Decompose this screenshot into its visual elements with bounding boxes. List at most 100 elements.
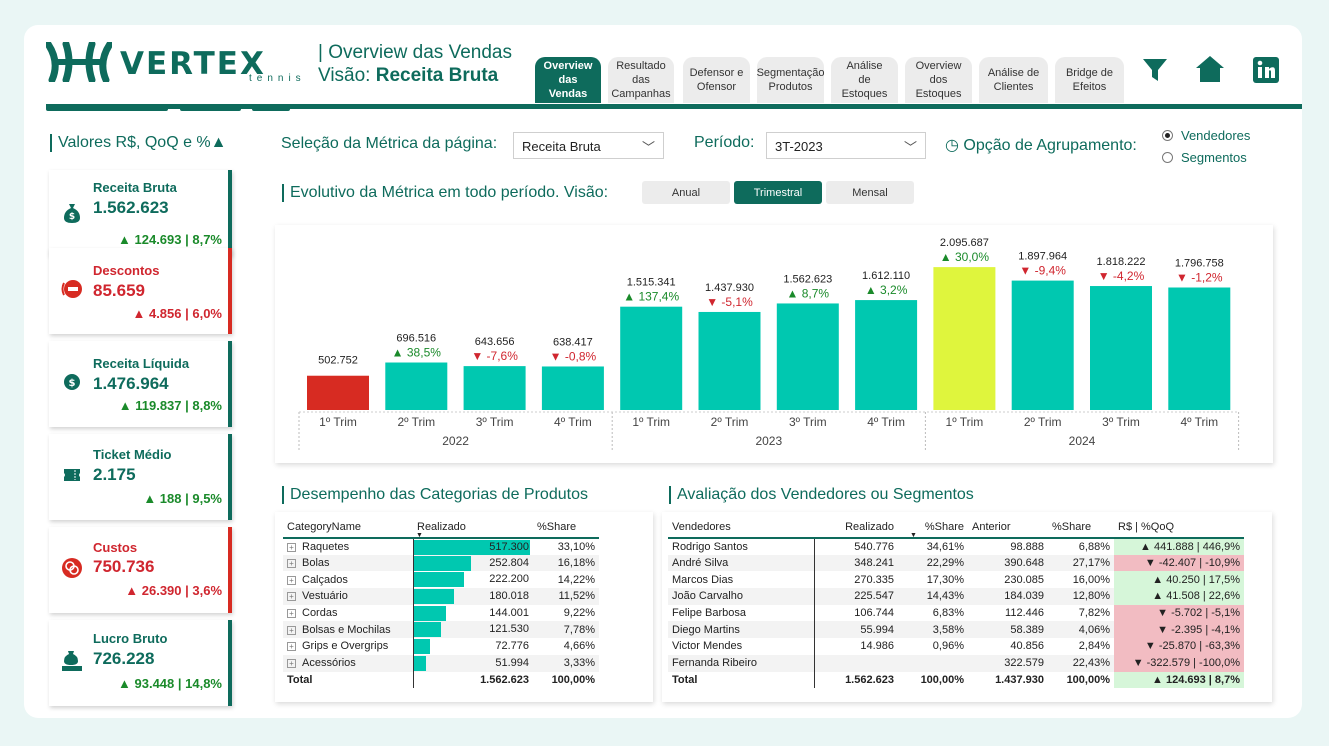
col-header[interactable]: CategoryName bbox=[287, 520, 361, 533]
home-icon[interactable] bbox=[1195, 55, 1225, 88]
category-name: Calçados bbox=[302, 573, 348, 586]
table-row[interactable]: + Raquetes 517.300 33,10% bbox=[283, 538, 599, 555]
radio-dot-selected bbox=[1162, 130, 1173, 141]
tab-overview-estoques[interactable]: Overview dos Estoques bbox=[905, 57, 972, 103]
col-header[interactable]: %Share bbox=[1052, 520, 1092, 533]
total-row: Total 1.562.623 100,00% 1.437.930 100,00% ▲ 1… bbox=[668, 671, 1244, 689]
bar[interactable] bbox=[385, 362, 448, 410]
bar[interactable] bbox=[463, 366, 526, 410]
value-label: 2.095.687 bbox=[940, 237, 989, 249]
table-row[interactable]: Fernanda Ribeiro 322.579 22,43% ▼ -322.579 … bbox=[668, 654, 1244, 672]
table-row[interactable]: + Acessórios 51.994 3,33% bbox=[283, 654, 599, 672]
bar[interactable] bbox=[1168, 287, 1231, 410]
bar[interactable] bbox=[855, 300, 918, 410]
sellers-panel: Vendedores Realizado %Share ▼ Anterior %S… bbox=[662, 512, 1272, 702]
table-row[interactable]: Rodrigo Santos 540.776 34,61% 98.888 6,88% ▲ … bbox=[668, 538, 1244, 555]
table-row[interactable]: Felipe Barbosa 106.744 6,83% 112.446 7,82% ▼ … bbox=[668, 604, 1244, 622]
variation-label: ▲ 8,7% bbox=[787, 286, 830, 300]
col-header[interactable]: R$ | %QoQ bbox=[1118, 520, 1175, 533]
col-header[interactable]: Realizado ▼ bbox=[413, 516, 533, 540]
bar[interactable] bbox=[698, 311, 761, 410]
kpi-card-receita-liquida: $ Receita Líquida 1.476.964 ▲ 119.837 | … bbox=[49, 341, 232, 427]
tab-segmentacao-produtos[interactable]: Segmentação Produtos bbox=[757, 57, 824, 103]
period-select[interactable]: 3T-2023 ﹀ bbox=[766, 132, 926, 159]
view-anual-button[interactable]: Anual bbox=[642, 181, 730, 204]
table-row[interactable]: Marcos Dias 270.335 17,30% 230.085 16,00% ▲ 4… bbox=[668, 571, 1244, 589]
metric-select[interactable]: Receita Bruta ﹀ bbox=[513, 132, 664, 159]
bar[interactable] bbox=[307, 375, 369, 410]
data-bar bbox=[413, 572, 464, 588]
x-group-label: 2023 bbox=[755, 434, 782, 448]
categories-panel: CategoryName Realizado ▼ %Share + Raquetes… bbox=[275, 512, 653, 702]
kpi-label: Custos bbox=[93, 540, 138, 555]
bar[interactable] bbox=[620, 306, 683, 410]
data-bar bbox=[413, 605, 446, 621]
col-header[interactable]: %Share ▼ bbox=[898, 516, 968, 540]
kpi-card-receita-bruta: $ Receita Bruta 1.562.623 ▲ 124.693 | 8,… bbox=[49, 170, 232, 256]
col-header[interactable]: Anterior bbox=[972, 520, 1011, 533]
x-tick-label: 3º Trim bbox=[789, 415, 827, 429]
page-title: | Overview das Vendas Visão: Receita Bru… bbox=[318, 41, 512, 87]
linkedin-icon[interactable] bbox=[1253, 57, 1279, 88]
table-row[interactable]: + Bolas 252.804 16,18% bbox=[283, 554, 599, 572]
col-header[interactable]: %Share bbox=[537, 520, 577, 533]
category-name-cell: + Bolas bbox=[283, 555, 413, 572]
x-tick-label: 1º Trim bbox=[946, 415, 984, 429]
expand-icon[interactable]: + bbox=[287, 542, 296, 552]
kpi-value: 1.476.964 bbox=[93, 374, 169, 393]
table-row[interactable]: + Calçados 222.200 14,22% bbox=[283, 571, 599, 589]
prev-share-cell: 4,06% bbox=[1078, 623, 1110, 636]
col-header[interactable]: Realizado bbox=[845, 520, 894, 533]
tab-resultado-campanhas[interactable]: Resultado das Campanhas bbox=[608, 57, 674, 103]
expand-icon[interactable]: + bbox=[287, 625, 296, 635]
evolution-chart-panel: 502.752 1º Trim ▲ 38,5% 696.516 2º Trim ▼ -7,… bbox=[275, 225, 1273, 463]
tab-overview-vendas[interactable]: Overview das Vendas bbox=[535, 57, 601, 103]
expand-icon[interactable]: + bbox=[287, 575, 296, 585]
radio-segmentos[interactable]: Segmentos bbox=[1162, 150, 1247, 165]
total-share: 100,00% bbox=[551, 673, 595, 686]
expand-icon[interactable]: + bbox=[287, 659, 296, 669]
table-row[interactable]: Victor Mendes 14.986 0,96% 40.856 2,84% ▼ -25… bbox=[668, 638, 1244, 655]
tab-defensor-ofensor[interactable]: Defensor e Ofensor bbox=[683, 57, 750, 103]
table-row[interactable]: Diego Martins 55.994 3,58% 58.389 4,06% ▼ -2.… bbox=[668, 621, 1244, 639]
category-name-cell: + Cordas bbox=[283, 605, 413, 622]
kpi-variation: ▲ 124.693 | 8,7% bbox=[118, 232, 222, 247]
expand-icon[interactable]: + bbox=[287, 559, 296, 569]
bar[interactable] bbox=[541, 366, 604, 410]
category-name-cell: + Calçados bbox=[283, 571, 413, 588]
coins-icon bbox=[61, 557, 83, 579]
bar[interactable] bbox=[1011, 280, 1074, 410]
anterior-cell: 40.856 bbox=[1010, 640, 1044, 653]
expand-icon[interactable]: + bbox=[287, 592, 296, 602]
filter-icon[interactable] bbox=[1142, 57, 1168, 88]
tab-bridge-efeitos[interactable]: Bridge de Efeitos bbox=[1055, 57, 1124, 103]
qoq-cell: ▲ 441.888 | 446,9% bbox=[1114, 538, 1244, 555]
expand-icon[interactable]: + bbox=[287, 609, 296, 619]
radio-vendedores[interactable]: Vendedores bbox=[1162, 128, 1250, 143]
bar[interactable] bbox=[776, 303, 839, 410]
col-header[interactable]: Vendedores bbox=[672, 520, 731, 533]
category-name: Bolas bbox=[302, 557, 330, 570]
kpi-label: Ticket Médio bbox=[93, 447, 172, 462]
anterior-cell: 98.888 bbox=[1010, 540, 1044, 553]
seller-name: Felipe Barbosa bbox=[668, 604, 815, 622]
table-row[interactable]: + Grips e Overgrips 72.776 4,66% bbox=[283, 638, 599, 655]
brand-sub: tennis bbox=[249, 73, 306, 84]
table-row[interactable]: André Silva 348.241 22,29% 390.648 27,17% ▼ -… bbox=[668, 554, 1244, 572]
share-cell bbox=[898, 655, 968, 672]
expand-icon[interactable]: + bbox=[287, 642, 296, 652]
view-trimestral-button[interactable]: Trimestral bbox=[734, 181, 822, 204]
table-row[interactable]: + Vestuário 180.018 11,52% bbox=[283, 588, 599, 605]
chevron-down-icon: ﹀ bbox=[903, 140, 917, 155]
bar[interactable] bbox=[1090, 286, 1152, 410]
tab-analise-clientes[interactable]: Análise de Clientes bbox=[979, 57, 1048, 103]
tab-analise-estoques[interactable]: Análise de Estoques bbox=[831, 57, 898, 103]
table-row[interactable]: + Cordas 144.001 9,22% bbox=[283, 604, 599, 622]
table-row[interactable]: + Bolsas e Mochilas 121.530 7,78% bbox=[283, 621, 599, 639]
seller-name: Rodrigo Santos bbox=[668, 538, 815, 555]
col-header-label: Realizado bbox=[417, 520, 466, 533]
metric-select-label: Seleção da Métrica da página: bbox=[281, 135, 498, 152]
table-row[interactable]: João Carvalho 225.547 14,43% 184.039 12,80% ▲… bbox=[668, 588, 1244, 605]
bar[interactable] bbox=[933, 267, 996, 410]
view-mensal-button[interactable]: Mensal bbox=[826, 181, 914, 204]
